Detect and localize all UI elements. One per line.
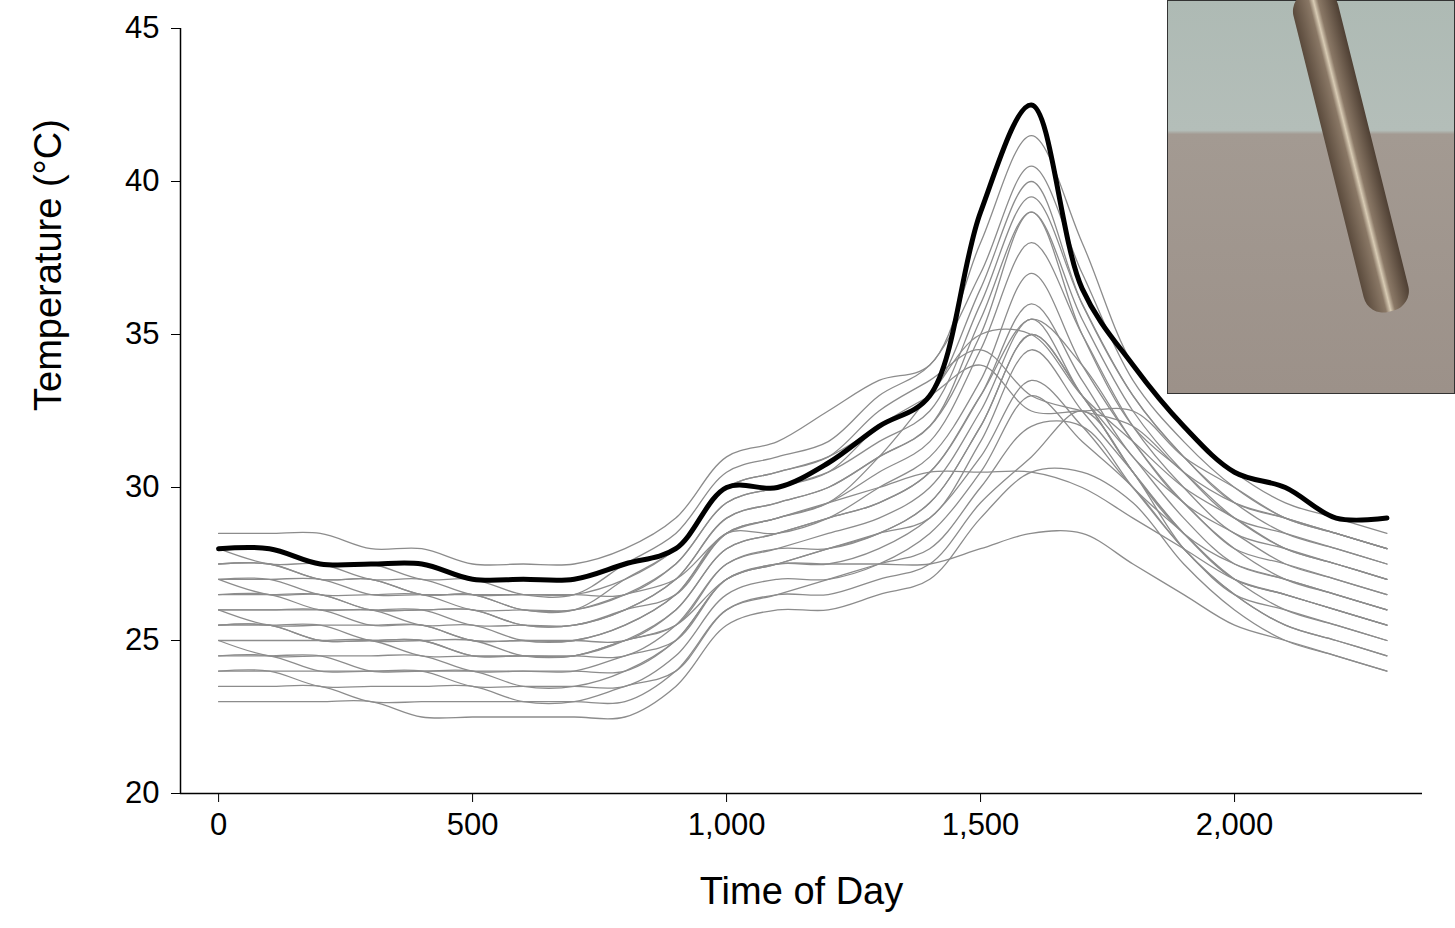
svg-text:45: 45	[125, 10, 159, 45]
svg-text:30: 30	[125, 469, 159, 504]
svg-text:Time of Day: Time of Day	[700, 870, 903, 912]
svg-text:Temperature (°C): Temperature (°C)	[27, 119, 69, 411]
svg-text:2,000: 2,000	[1196, 807, 1274, 842]
svg-text:1,500: 1,500	[942, 807, 1020, 842]
svg-text:1,000: 1,000	[688, 807, 766, 842]
svg-text:500: 500	[447, 807, 499, 842]
svg-text:0: 0	[210, 807, 227, 842]
svg-text:40: 40	[125, 163, 159, 198]
svg-text:35: 35	[125, 316, 159, 351]
svg-text:25: 25	[125, 622, 159, 657]
svg-text:20: 20	[125, 775, 159, 810]
